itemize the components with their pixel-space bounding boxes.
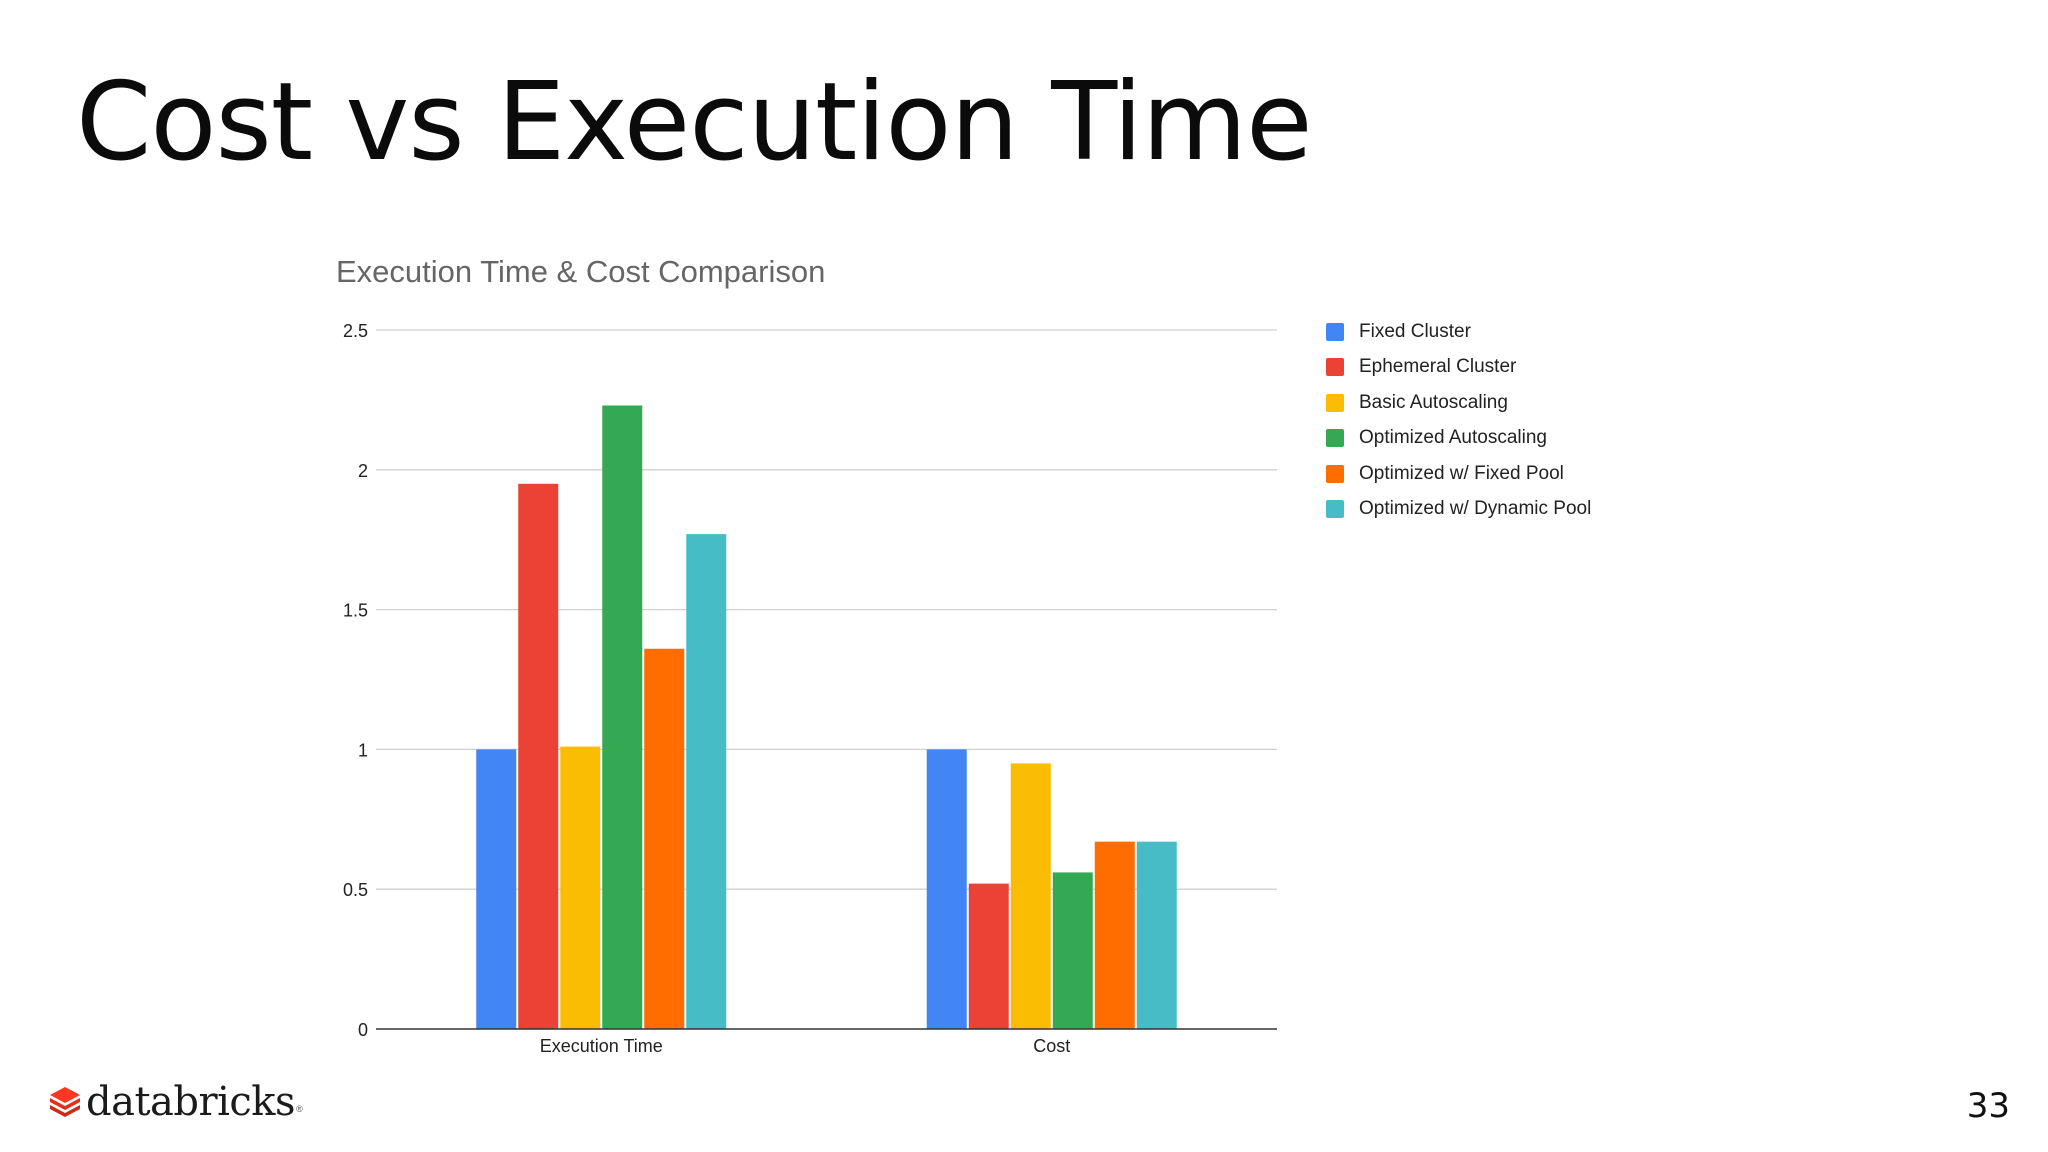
y-tick-label: 2 [358, 461, 368, 481]
y-tick-label: 1.5 [343, 601, 368, 621]
bar-optimized-autoscaling-execution-time [602, 405, 643, 1029]
y-tick-label: 2.5 [343, 321, 368, 341]
legend-item: Fixed Cluster [1326, 314, 1591, 350]
logo-trademark: ® [296, 1104, 303, 1114]
bar-optimized-w-fixed-pool-execution-time [644, 648, 685, 1029]
legend-swatch [1326, 464, 1344, 483]
legend-swatch [1326, 322, 1344, 341]
bar-optimized-w-fixed-pool-cost [1094, 841, 1135, 1029]
bar-basic-autoscaling-execution-time [560, 746, 601, 1029]
y-tick-label: 1 [358, 740, 368, 760]
legend-item: Optimized w/ Fixed Pool [1326, 456, 1591, 492]
x-tick-label: Cost [1033, 1036, 1070, 1056]
x-axis-ticks: Execution Time Cost [540, 1036, 1071, 1056]
page-number: 33 [1966, 1086, 2010, 1126]
legend-label: Fixed Cluster [1359, 320, 1471, 342]
legend-swatch [1326, 393, 1344, 412]
legend-label: Ephemeral Cluster [1359, 356, 1517, 378]
legend-label: Basic Autoscaling [1359, 391, 1508, 413]
chart-legend: Fixed Cluster Ephemeral Cluster Basic Auto… [1326, 314, 1591, 527]
legend-swatch [1326, 500, 1344, 519]
legend-swatch [1326, 429, 1344, 448]
legend-item: Optimized Autoscaling [1326, 421, 1591, 457]
legend-label: Optimized w/ Fixed Pool [1359, 462, 1564, 484]
legend-item: Optimized w/ Dynamic Pool [1326, 492, 1591, 528]
legend-item: Ephemeral Cluster [1326, 350, 1591, 386]
legend-swatch [1326, 358, 1344, 377]
legend-item: Basic Autoscaling [1326, 385, 1591, 421]
databricks-logo: databricks ® [48, 1082, 303, 1122]
bar-optimized-w-dynamic-pool-cost [1136, 841, 1177, 1029]
legend-label: Optimized Autoscaling [1359, 427, 1547, 449]
logo-wordmark: databricks [86, 1079, 296, 1125]
bar-fixed-cluster-execution-time [476, 749, 517, 1029]
bar-optimized-autoscaling-cost [1052, 872, 1093, 1029]
bar-fixed-cluster-cost [926, 749, 967, 1029]
y-axis-ticks: 0 0.5 1 1.5 2 2.5 [343, 321, 368, 1040]
bar-basic-autoscaling-cost [1010, 763, 1051, 1029]
x-tick-label: Execution Time [540, 1036, 663, 1056]
slide-title: Cost vs Execution Time [76, 60, 1313, 185]
bar-ephemeral-cluster-cost [968, 883, 1009, 1029]
databricks-logo-icon [50, 1087, 80, 1117]
y-tick-label: 0.5 [343, 880, 368, 900]
bar-optimized-w-dynamic-pool-execution-time [686, 534, 727, 1029]
legend-label: Optimized w/ Dynamic Pool [1359, 498, 1592, 520]
bar-ephemeral-cluster-execution-time [518, 483, 559, 1029]
y-tick-label: 0 [358, 1020, 368, 1040]
chart-title: Execution Time & Cost Comparison [336, 254, 825, 289]
bars [476, 405, 1177, 1029]
